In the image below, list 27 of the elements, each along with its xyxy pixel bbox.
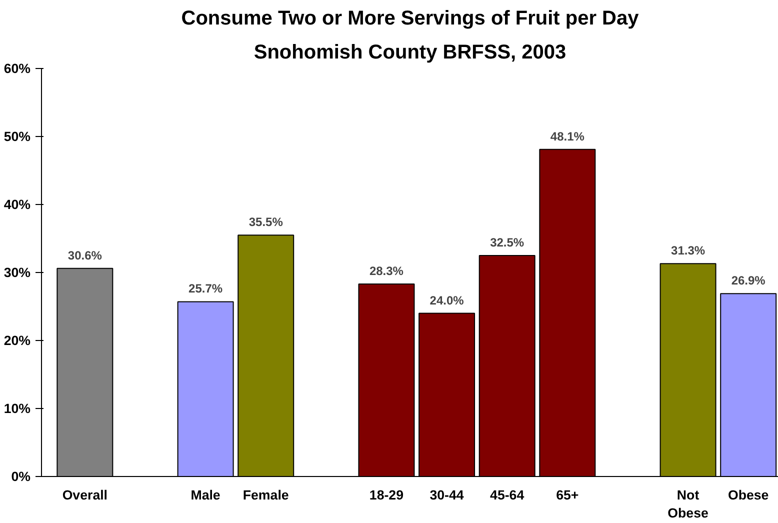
data-label: 30.6% — [68, 248, 102, 262]
x-tick-label: Female — [242, 488, 289, 502]
data-label: 26.9% — [731, 274, 766, 288]
x-tick-label: Not Obese — [668, 488, 708, 520]
x-tick-label: 30-44 — [430, 488, 464, 502]
data-label: 24.0% — [430, 293, 464, 308]
data-label: 31.3% — [671, 244, 706, 258]
y-tick-label: 50% — [4, 129, 31, 144]
chart-subtitle: Snohomish County BRFSS, 2003 — [254, 42, 566, 64]
y-tick-label: 20% — [4, 333, 31, 348]
x-tick-label: Obese — [728, 488, 769, 502]
data-label: 25.7% — [188, 282, 223, 296]
x-tick-label: 45-64 — [490, 488, 525, 502]
data-label: 48.1% — [550, 129, 585, 144]
data-label: 35.5% — [248, 215, 284, 230]
x-tick-label: Overall — [62, 488, 108, 502]
y-tick-label: 0% — [11, 469, 31, 484]
y-tick-label: 30% — [4, 265, 31, 280]
data-label: 28.3% — [369, 264, 404, 278]
x-tick-label: 65+ — [556, 488, 579, 502]
x-tick-label: 18-29 — [369, 488, 404, 502]
x-tick-label: Male — [190, 488, 220, 502]
data-label: 32.5% — [490, 236, 524, 250]
y-tick-label: 40% — [4, 197, 31, 212]
y-tick-label: 10% — [4, 401, 31, 416]
y-tick-label: 60% — [4, 61, 31, 76]
chart-title: Consume Two or More Servings of Fruit per Day — [181, 8, 640, 30]
